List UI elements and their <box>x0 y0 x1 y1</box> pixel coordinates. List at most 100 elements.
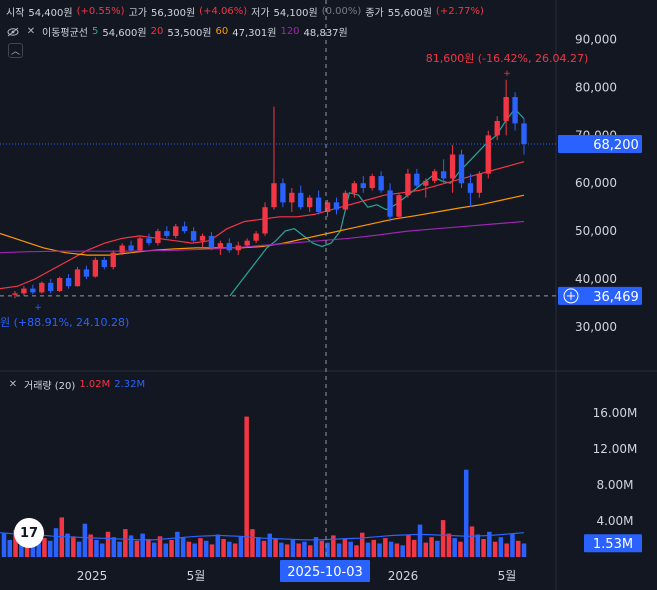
candle-body <box>181 226 188 232</box>
eye-icon[interactable] <box>6 26 20 38</box>
candle-body <box>449 154 456 179</box>
volume-bar <box>244 416 249 557</box>
price-tick-label: 50,000 <box>575 224 617 238</box>
volume-bar <box>487 531 492 557</box>
candle-body <box>378 176 384 191</box>
volume-tick-label: 4.00M <box>596 514 633 528</box>
volume-bar <box>88 534 93 557</box>
volume-bar <box>76 541 82 557</box>
volume-bar <box>342 539 348 557</box>
candle-body <box>190 231 197 241</box>
low-change: (0.00%) <box>321 6 362 17</box>
low-annotation: 원 (+88.91%, 24.10.28) <box>0 316 129 329</box>
volume-bar <box>47 540 53 557</box>
volume-ma-line <box>0 532 525 541</box>
volume-bar <box>261 540 267 557</box>
volume-tick-label: 12.00M <box>593 442 638 456</box>
candle-body <box>369 176 375 189</box>
volume-title: 거래량 (20) <box>24 381 76 392</box>
volume-bar <box>296 543 301 557</box>
volume-bar <box>498 537 504 557</box>
volume-bar <box>111 537 117 557</box>
high-value: 56,300원 <box>150 8 196 19</box>
moving-average-lines <box>0 108 525 297</box>
candle-body <box>298 192 304 208</box>
ma5-value: 54,600원 <box>102 28 147 39</box>
ma120-value: 48,837원 <box>303 28 348 39</box>
candle-body <box>74 269 81 287</box>
last-price-badge <box>558 134 642 153</box>
volume-bar <box>290 539 296 557</box>
ohlc-legend: 시작 54,400원 (+0.55%) 고가 56,300원 (+4.06%) … <box>6 4 484 19</box>
volume-bar <box>215 534 221 557</box>
ma5-period: 5 <box>92 26 99 37</box>
volume-bar <box>279 542 284 557</box>
ma-line-20 <box>0 161 525 290</box>
candle-body <box>173 226 179 236</box>
volume-bar <box>481 539 486 557</box>
volume-bar <box>313 537 319 557</box>
volume-bar <box>198 538 203 557</box>
crosshair-price-badge <box>558 286 642 305</box>
volume-ma-line <box>0 532 525 541</box>
candle-body <box>476 173 483 193</box>
volume-last-value: 1.53M <box>593 537 633 552</box>
candle-body <box>440 171 447 179</box>
price-tick-label: 90,000 <box>575 33 617 47</box>
volume-bar <box>388 541 394 557</box>
ma-legend: ✕ 이동평균선 5 54,600원 20 53,500원 60 47,301원 … <box>6 24 348 39</box>
candle-body <box>512 97 518 124</box>
candle-body <box>324 202 331 212</box>
volume-bar <box>7 539 13 557</box>
close-icon[interactable]: ✕ <box>8 379 18 390</box>
volume-bar <box>331 535 336 557</box>
candle-body <box>48 282 54 291</box>
volume-bar <box>365 542 371 557</box>
volume-bar <box>521 543 527 557</box>
tradingview-logo[interactable]: 17 <box>14 518 44 548</box>
candle-body <box>315 197 322 212</box>
candle-body <box>226 243 232 251</box>
overlays: 81,600원 (-16.42%, 26.04.27) + + 원 (+88.91%,… <box>0 0 642 582</box>
candle-body <box>208 235 215 248</box>
open-change: (+0.55%) <box>76 6 125 17</box>
volume-bar <box>469 526 475 557</box>
volume-bar <box>163 543 169 557</box>
volume-bar <box>325 542 330 557</box>
candle-body <box>217 243 224 248</box>
candle-body <box>199 235 206 241</box>
candle-body <box>21 288 27 294</box>
candle-body <box>503 97 509 121</box>
volume-bar <box>348 541 353 557</box>
volume-bar <box>99 543 105 557</box>
volume-bar <box>146 539 151 557</box>
open-label: 시작 <box>6 8 25 19</box>
volume-bar <box>128 535 134 557</box>
ma60-value: 47,301원 <box>232 28 277 39</box>
volume-bar <box>250 529 255 557</box>
price-tick-label: 40,000 <box>575 272 617 286</box>
ma-line-120 <box>0 220 525 254</box>
candle-body <box>333 202 340 210</box>
price-tick-label: 80,000 <box>575 80 617 94</box>
volume-bar <box>411 539 417 557</box>
candle-body <box>307 197 313 208</box>
candle-body <box>458 154 465 184</box>
candle-body <box>137 238 143 251</box>
x-tick-label: 2026 <box>388 569 419 583</box>
volume-bar <box>209 544 215 557</box>
chevron-up-icon[interactable]: ︿ <box>8 43 23 58</box>
candle-body <box>262 207 268 234</box>
volume-bar <box>123 529 128 557</box>
volume-bar <box>140 533 145 557</box>
candle-body <box>405 173 411 196</box>
high-marker: + <box>503 69 511 79</box>
candle-body <box>56 278 63 291</box>
volume-bar <box>492 541 498 557</box>
close-icon[interactable]: ✕ <box>26 26 36 37</box>
volume-bar <box>423 542 429 557</box>
high-annotation: 81,600원 (-16.42%, 26.04.27) <box>426 52 589 65</box>
volume-bar <box>504 543 509 557</box>
